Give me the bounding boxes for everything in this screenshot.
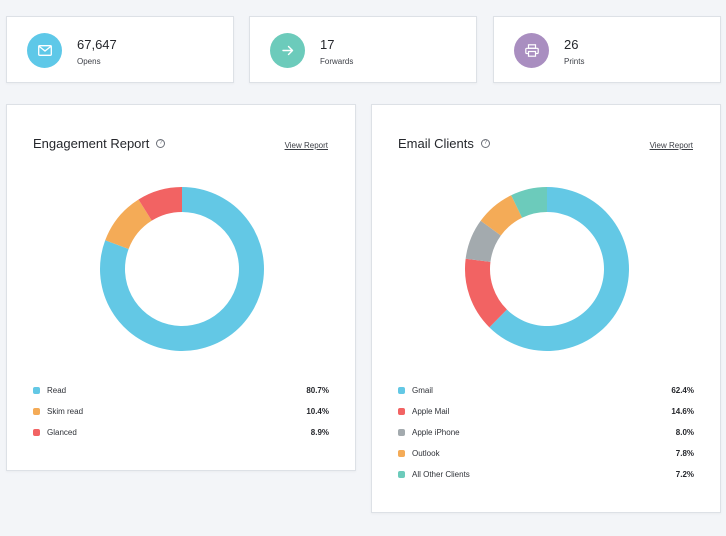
mail-icon [27, 33, 62, 68]
donut-slice-apple-mail [465, 258, 507, 328]
legend-swatch [33, 429, 40, 436]
stat-card-forwards: 17 Forwards [249, 16, 477, 83]
donut-slice-glanced [138, 187, 182, 221]
view-report-link[interactable]: View Report [284, 141, 328, 150]
engagement-donut-chart [99, 187, 264, 351]
engagement-legend: Read 80.7% Skim read 10.4% Glanced 8.9% [33, 386, 329, 449]
legend-label: Skim read [47, 407, 84, 416]
opens-label: Opens [77, 57, 101, 66]
donut-slice-all-other-clients [511, 187, 547, 218]
arrow-right-icon [270, 33, 305, 68]
stat-card-opens: 67,647 Opens [6, 16, 234, 83]
legend-item-apple-mail: Apple Mail 14.6% [398, 407, 694, 428]
email-clients-legend: Gmail 62.4% Apple Mail 14.6% Apple iPhone 8.0… [398, 386, 694, 491]
legend-item-skim-read: Skim read 10.4% [33, 407, 329, 428]
legend-swatch [398, 408, 405, 415]
email-clients-donut-chart [465, 187, 629, 351]
panel-title: Email Clients ? [398, 136, 490, 151]
help-icon[interactable]: ? [156, 139, 166, 148]
engagement-report-title: Engagement Report [33, 136, 150, 151]
donut-slice-apple-iphone [465, 220, 501, 262]
stat-card-prints: 26 Prints [493, 16, 721, 83]
legend-label: All Other Clients [412, 470, 470, 479]
legend-percent: 8.9% [310, 428, 329, 437]
panel-title: Engagement Report ? [33, 136, 166, 151]
printer-icon [514, 33, 549, 68]
email-clients-panel: Email Clients ? View Report Gmail 62.4% Ap… [371, 104, 721, 513]
prints-count: 26 [564, 37, 579, 52]
legend-swatch [33, 408, 40, 415]
legend-label: Apple iPhone [412, 428, 460, 437]
legend-percent: 14.6% [671, 407, 694, 416]
legend-percent: 8.0% [675, 428, 694, 437]
legend-label: Apple Mail [412, 407, 450, 416]
legend-percent: 62.4% [671, 386, 694, 395]
legend-label: Glanced [47, 428, 77, 437]
legend-percent: 7.8% [675, 449, 694, 458]
legend-label: Read [47, 386, 67, 395]
donut-slice-read [99, 187, 264, 351]
legend-label: Outlook [412, 449, 440, 458]
legend-item-outlook: Outlook 7.8% [398, 449, 694, 470]
donut-slice-skim-read [105, 199, 152, 250]
legend-percent: 80.7% [306, 386, 329, 395]
legend-item-all-other-clients: All Other Clients 7.2% [398, 470, 694, 491]
legend-item-gmail: Gmail 62.4% [398, 386, 694, 407]
legend-swatch [398, 429, 405, 436]
legend-swatch [398, 471, 405, 478]
forwards-count: 17 [320, 37, 335, 52]
legend-swatch [398, 387, 405, 394]
opens-count: 67,647 [77, 37, 117, 52]
legend-label: Gmail [412, 386, 433, 395]
forwards-label: Forwards [320, 57, 354, 66]
legend-item-apple-iphone: Apple iPhone 8.0% [398, 428, 694, 449]
email-clients-title: Email Clients [398, 136, 474, 151]
engagement-report-panel: Engagement Report ? View Report Read 80.7… [6, 104, 356, 471]
prints-label: Prints [564, 57, 585, 66]
help-icon[interactable]: ? [480, 139, 490, 148]
legend-item-glanced: Glanced 8.9% [33, 428, 329, 449]
legend-percent: 7.2% [675, 470, 694, 479]
legend-swatch [33, 387, 40, 394]
donut-slice-outlook [480, 195, 523, 236]
legend-percent: 10.4% [306, 407, 329, 416]
donut-slice-gmail [489, 187, 629, 351]
view-report-link[interactable]: View Report [649, 141, 693, 150]
legend-item-read: Read 80.7% [33, 386, 329, 407]
legend-swatch [398, 450, 405, 457]
